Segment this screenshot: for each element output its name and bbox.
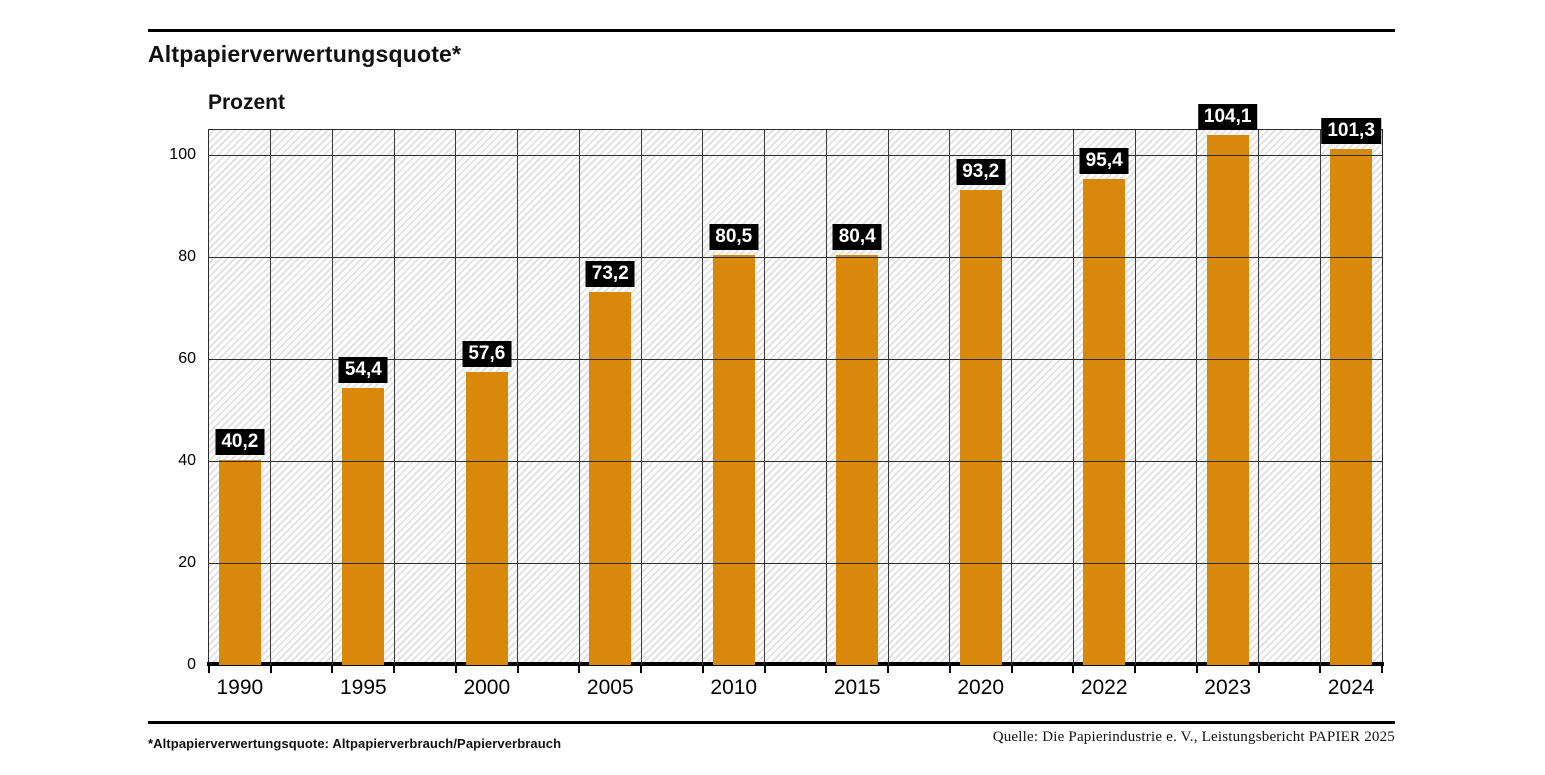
vertical-gridline [270, 130, 272, 665]
bar-2010 [712, 254, 755, 665]
x-axis-tick [208, 666, 210, 673]
y-axis-label: Prozent [208, 91, 286, 114]
vertical-gridline [578, 130, 580, 665]
vertical-gridline [764, 130, 766, 665]
bar-2023 [1206, 134, 1249, 665]
bar-value-label: 80,5 [709, 223, 759, 250]
x-axis-tick [1072, 666, 1075, 673]
vertical-gridline [702, 130, 704, 665]
y-tick-label: 0 [187, 656, 196, 673]
vertical-gridline [825, 130, 827, 665]
vertical-gridline [517, 130, 519, 665]
vertical-gridline [393, 130, 395, 665]
x-axis-tick [1257, 666, 1260, 673]
horizontal-gridline [209, 461, 1382, 463]
bottom-rule [148, 721, 1395, 724]
horizontal-gridline [209, 359, 1382, 361]
bar-2000 [465, 371, 508, 665]
x-axis-tick [454, 666, 457, 673]
x-axis-tick [578, 666, 581, 673]
horizontal-gridline [209, 155, 1382, 157]
bar-value-label: 95,4 [1079, 147, 1129, 174]
x-axis-tick [1319, 666, 1322, 673]
x-tick-label: 1990 [216, 676, 264, 699]
x-tick-label: 1995 [339, 676, 387, 699]
footnote: *Altpapierverwertungsquote: Altpapierver… [148, 736, 562, 751]
x-axis-tick [1381, 666, 1383, 673]
x-axis-tick [393, 666, 396, 673]
top-rule [148, 29, 1395, 32]
vertical-gridline [887, 130, 889, 665]
horizontal-gridline [209, 563, 1382, 565]
vertical-gridline [1196, 130, 1198, 665]
x-tick-label: 2015 [833, 676, 881, 699]
y-tick-label: 100 [169, 146, 196, 164]
x-axis-tick [269, 666, 272, 673]
y-tick-label: 40 [178, 452, 196, 470]
x-tick-label: 2010 [710, 676, 758, 699]
bar-1995 [342, 387, 385, 665]
x-axis-tick [640, 666, 643, 673]
bar-2020 [959, 190, 1002, 665]
vertical-gridline [1011, 130, 1013, 665]
y-tick-label: 80 [178, 248, 196, 266]
x-axis-tick [1195, 666, 1198, 673]
bar-2005 [589, 292, 632, 665]
vertical-gridline [331, 130, 333, 665]
x-tick-label: 2022 [1080, 676, 1128, 699]
x-axis-tick [948, 666, 951, 673]
vertical-gridline [1258, 130, 1260, 665]
x-axis-tick [516, 666, 519, 673]
bar-2022 [1083, 178, 1126, 665]
bar-value-label: 40,2 [215, 429, 265, 456]
x-axis-tick [887, 666, 890, 673]
x-axis-line [207, 662, 1384, 666]
x-axis-tick [1134, 666, 1137, 673]
vertical-gridline [1319, 130, 1321, 665]
y-tick-label: 20 [178, 554, 196, 572]
bar-value-label: 57,6 [462, 340, 512, 367]
source-credit: Quelle: Die Papierindustrie e. V., Leist… [992, 729, 1395, 745]
x-axis-tick [1010, 666, 1013, 673]
y-tick-label: 60 [178, 350, 196, 368]
vertical-gridline [1072, 130, 1074, 665]
bar-2024 [1330, 148, 1373, 665]
bar-value-label: 73,2 [585, 261, 635, 288]
x-axis-tick [331, 666, 334, 673]
bar-1990 [218, 460, 261, 665]
bar-value-label: 101,3 [1321, 117, 1381, 144]
vertical-gridline [1134, 130, 1136, 665]
bar-value-label: 93,2 [956, 159, 1006, 186]
vertical-gridline [949, 130, 951, 665]
x-axis-tick [701, 666, 704, 673]
horizontal-gridline [209, 257, 1382, 259]
plot-area: 40,2 54,4 57,6 73,2 80,5 80,4 93,2 95,4 104,1 101… [208, 103, 1383, 665]
bar-value-label: 54,4 [338, 356, 388, 383]
x-axis-tick [763, 666, 766, 673]
vertical-gridline [640, 130, 642, 665]
x-tick-label: 2020 [957, 676, 1005, 699]
bar-value-label: 104,1 [1197, 103, 1258, 130]
vertical-gridline [455, 130, 457, 665]
x-tick-label: 2024 [1327, 676, 1375, 699]
x-tick-label: 2023 [1204, 676, 1252, 699]
x-tick-label: 2005 [586, 676, 634, 699]
x-axis-tick [825, 666, 828, 673]
bar-2015 [836, 255, 879, 665]
x-tick-label: 2000 [463, 676, 511, 699]
bar-value-label: 80,4 [832, 224, 882, 251]
chart-title: Altpapierverwertungsquote* [148, 41, 462, 67]
